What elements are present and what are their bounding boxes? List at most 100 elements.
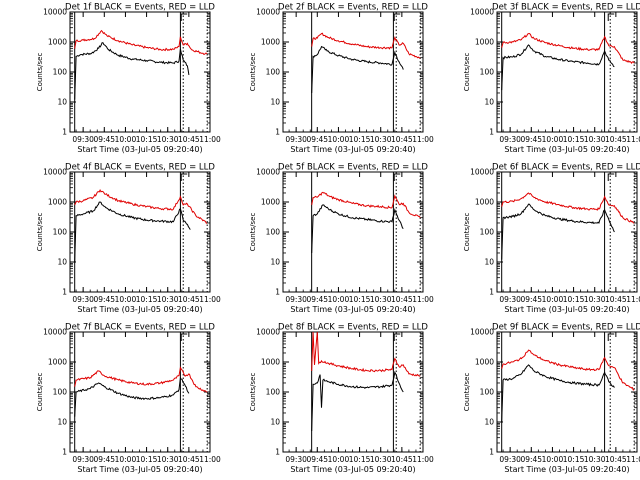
plot-frame bbox=[282, 11, 424, 133]
events-series-line bbox=[74, 42, 190, 100]
y-tick-label: 10000 bbox=[256, 328, 280, 337]
x-tick-label: 09:30 bbox=[72, 455, 94, 464]
x-tick-label: 10:15 bbox=[563, 455, 585, 464]
x-axis-label: Start Time (03-Jul-05 09:20:40) bbox=[77, 305, 202, 314]
x-tick-label: 11:00 bbox=[199, 135, 221, 144]
lld-series-line bbox=[74, 29, 208, 55]
chart-panel-9: Det 9f BLACK = Events, RED = LLD 1 10 100 10… bbox=[463, 323, 640, 475]
x-tick-label: 10:30 bbox=[157, 295, 179, 304]
y-tick-label: 1000 bbox=[261, 38, 280, 47]
x-axis-label: Start Time (03-Jul-05 09:20:40) bbox=[290, 305, 415, 314]
chart-title: Det 1f BLACK = Events, RED = LLD bbox=[65, 3, 215, 13]
y-tick-label: 1000 bbox=[261, 198, 280, 207]
chart-panel-3: Det 3f BLACK = Events, RED = LLD 1 10 100 10… bbox=[463, 3, 640, 155]
y-tick-label: 10 bbox=[270, 98, 280, 107]
y-tick-label: 10 bbox=[484, 418, 494, 427]
events-series-line bbox=[311, 370, 404, 432]
x-tick-label: 09:45 bbox=[306, 135, 328, 144]
events-series-line bbox=[501, 44, 615, 91]
saa-marker bbox=[393, 173, 401, 181]
x-tick-label: 09:45 bbox=[306, 295, 328, 304]
y-tick-label: 1000 bbox=[48, 358, 67, 367]
x-axis-label: Start Time (03-Jul-05 09:20:40) bbox=[504, 145, 629, 154]
plot-frame bbox=[69, 11, 211, 133]
x-tick-label: 10:00 bbox=[542, 455, 564, 464]
x-tick-label: 10:15 bbox=[563, 295, 585, 304]
y-tick-label: 1000 bbox=[475, 198, 494, 207]
y-tick-label: 100 bbox=[53, 68, 68, 77]
x-tick-label: 10:00 bbox=[328, 455, 350, 464]
y-tick-label: 100 bbox=[266, 68, 281, 77]
y-axis-label: Counts/sec bbox=[249, 373, 257, 412]
chart-title: Det 3f BLACK = Events, RED = LLD bbox=[492, 3, 640, 13]
y-tick-label: 10000 bbox=[470, 328, 494, 337]
y-tick-label: 10 bbox=[57, 418, 67, 427]
saa-marker bbox=[180, 173, 188, 181]
x-tick-label: 10:15 bbox=[349, 455, 371, 464]
x-tick-label: 09:45 bbox=[520, 455, 542, 464]
y-tick-label: 10 bbox=[484, 98, 494, 107]
y-axis-label: Counts/sec bbox=[249, 213, 257, 252]
lld-series-line bbox=[311, 332, 421, 377]
x-tick-label: 09:30 bbox=[285, 455, 307, 464]
x-axis-label: Start Time (03-Jul-05 09:20:40) bbox=[77, 465, 202, 474]
y-tick-label: 10 bbox=[270, 418, 280, 427]
y-tick-label: 100 bbox=[480, 68, 495, 77]
saa-marker bbox=[607, 173, 615, 181]
x-axis-label: Start Time (03-Jul-05 09:20:40) bbox=[504, 305, 629, 314]
plot-frame bbox=[69, 171, 211, 293]
y-tick-label: 10000 bbox=[470, 168, 494, 177]
x-tick-label: 10:30 bbox=[157, 135, 179, 144]
events-series-line bbox=[501, 203, 615, 260]
y-tick-label: 1000 bbox=[48, 198, 67, 207]
x-tick-label: 11:00 bbox=[626, 295, 640, 304]
y-tick-label: 1000 bbox=[48, 38, 67, 47]
chart-title: Det 4f BLACK = Events, RED = LLD bbox=[65, 163, 215, 173]
x-tick-label: 10:30 bbox=[157, 455, 179, 464]
y-tick-label: 10 bbox=[57, 98, 67, 107]
chart-panel-8: Det 8f BLACK = Events, RED = LLD 1 10 100 10… bbox=[249, 323, 434, 475]
saa-marker bbox=[607, 13, 615, 21]
y-tick-label: 1000 bbox=[475, 358, 494, 367]
y-tick-label: 100 bbox=[266, 388, 281, 397]
x-tick-label: 10:15 bbox=[563, 135, 585, 144]
x-tick-label: 09:30 bbox=[72, 295, 94, 304]
x-tick-label: 10:00 bbox=[542, 135, 564, 144]
saa-marker bbox=[607, 333, 615, 341]
events-series-line bbox=[74, 376, 190, 417]
y-axis-label: Counts/sec bbox=[463, 373, 471, 412]
x-tick-label: 10:00 bbox=[115, 455, 137, 464]
x-tick-label: 10:45 bbox=[178, 295, 200, 304]
x-tick-label: 10:30 bbox=[584, 455, 606, 464]
y-tick-label: 100 bbox=[53, 388, 68, 397]
chart-panel-6: Det 6f BLACK = Events, RED = LLD 1 10 100 10… bbox=[463, 163, 640, 315]
plot-frame bbox=[282, 171, 424, 293]
y-tick-label: 10 bbox=[270, 258, 280, 267]
x-tick-label: 11:00 bbox=[626, 455, 640, 464]
y-tick-label: 10000 bbox=[43, 8, 67, 17]
x-tick-label: 11:00 bbox=[199, 455, 221, 464]
chart-panel-2: Det 2f BLACK = Events, RED = LLD 1 10 100 10… bbox=[249, 3, 434, 155]
x-tick-label: 10:00 bbox=[328, 135, 350, 144]
events-series-line bbox=[311, 204, 404, 254]
y-tick-label: 1 bbox=[489, 288, 494, 297]
chart-panel-7: Det 7f BLACK = Events, RED = LLD 1 10 100 10… bbox=[36, 323, 221, 475]
y-tick-label: 1 bbox=[275, 128, 280, 137]
y-tick-label: 100 bbox=[53, 228, 68, 237]
y-tick-label: 1 bbox=[275, 288, 280, 297]
saa-marker bbox=[393, 333, 401, 341]
x-tick-label: 10:45 bbox=[605, 135, 627, 144]
x-tick-label: 11:00 bbox=[626, 135, 640, 144]
chart-title: Det 9f BLACK = Events, RED = LLD bbox=[492, 323, 640, 333]
x-tick-label: 11:00 bbox=[412, 135, 434, 144]
lld-series-line bbox=[311, 32, 421, 59]
lld-series-line bbox=[74, 366, 208, 393]
plot-frame bbox=[282, 331, 424, 453]
y-axis-label: Counts/sec bbox=[36, 373, 44, 412]
y-tick-label: 100 bbox=[266, 228, 281, 237]
y-tick-label: 1000 bbox=[475, 38, 494, 47]
plot-frame bbox=[496, 171, 638, 293]
x-tick-label: 10:30 bbox=[370, 135, 392, 144]
x-tick-label: 11:00 bbox=[412, 295, 434, 304]
